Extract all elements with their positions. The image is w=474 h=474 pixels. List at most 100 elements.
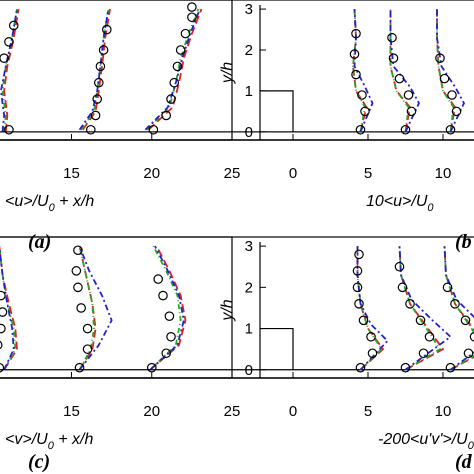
data-marker xyxy=(387,32,397,43)
profile-line-green xyxy=(146,8,200,131)
data-marker xyxy=(400,362,411,373)
data-marker xyxy=(354,299,364,309)
data-marker xyxy=(445,362,456,373)
data-marker xyxy=(94,77,104,88)
data-marker xyxy=(158,290,168,301)
data-marker xyxy=(367,348,378,359)
data-marker xyxy=(73,245,83,256)
data-marker xyxy=(0,53,9,63)
data-marker xyxy=(164,311,175,321)
profile-line-red xyxy=(149,245,187,371)
data-marker xyxy=(74,362,85,373)
data-marker xyxy=(435,53,445,63)
data-marker xyxy=(351,69,361,80)
profile-line-blue xyxy=(356,246,389,371)
data-marker xyxy=(358,315,369,326)
x-tick-label: 25 xyxy=(224,165,241,182)
x-axis-label: <u>/U0 + x/h xyxy=(5,193,94,214)
y-tick-label: 2 xyxy=(245,42,253,59)
step-outline xyxy=(260,327,294,370)
data-marker xyxy=(180,28,191,39)
data-marker xyxy=(4,124,14,135)
data-marker xyxy=(187,2,197,12)
x-tick-label: 25 xyxy=(224,403,241,420)
x-axis-label-sub: 0 xyxy=(468,440,474,452)
data-marker xyxy=(394,73,405,84)
data-marker xyxy=(4,37,14,47)
data-marker xyxy=(351,28,361,39)
x-tick-label: 5 xyxy=(364,403,372,420)
data-marker xyxy=(366,331,376,342)
data-marker xyxy=(354,249,364,260)
profile-line-red xyxy=(147,8,203,131)
profile-line-blue xyxy=(398,246,452,371)
data-marker xyxy=(175,45,186,55)
data-marker xyxy=(172,61,183,72)
plot-frame xyxy=(0,0,474,141)
y-tick-label: 1 xyxy=(245,321,253,338)
x-axis-label-main: <u>/U xyxy=(5,193,49,210)
profile-line-blue xyxy=(0,246,15,371)
profile-line-blue xyxy=(149,245,185,371)
x-axis-label-main: 10<u>/U xyxy=(366,193,428,210)
plot-frame xyxy=(0,236,474,379)
x-tick-label: 20 xyxy=(143,165,160,182)
x-axis-label: <v>/U0 + x/h xyxy=(5,431,93,452)
y-tick-label: 2 xyxy=(245,279,253,296)
data-marker xyxy=(92,94,102,104)
x-axis-label-tail: + x/h xyxy=(54,431,94,448)
profile-line-green xyxy=(443,246,474,371)
data-marker xyxy=(0,362,5,373)
profile-line-red xyxy=(443,246,474,371)
data-marker xyxy=(82,323,93,334)
data-marker xyxy=(460,315,471,326)
profile-line-green xyxy=(149,245,182,371)
data-marker xyxy=(161,110,172,121)
x-tick-label: 5 xyxy=(364,165,372,182)
step-outline xyxy=(260,90,294,132)
data-marker xyxy=(405,299,415,309)
data-marker xyxy=(148,124,159,135)
data-marker xyxy=(166,94,176,104)
data-marker xyxy=(85,124,96,135)
profile-line-blue xyxy=(436,9,466,133)
x-tick-label: 10 xyxy=(435,165,452,182)
data-marker xyxy=(0,290,6,301)
y-axis-label: y/h xyxy=(219,62,236,84)
data-marker xyxy=(415,315,426,326)
panel-label: (c) xyxy=(28,451,50,473)
profile-line-blue xyxy=(443,246,474,371)
profile-line-blue xyxy=(78,245,113,371)
data-marker xyxy=(71,266,82,276)
data-marker xyxy=(0,307,8,317)
data-marker xyxy=(400,124,411,135)
data-marker xyxy=(469,332,474,342)
data-marker xyxy=(8,20,19,31)
data-marker xyxy=(0,323,6,334)
data-marker xyxy=(360,106,370,117)
data-marker xyxy=(146,362,157,373)
x-axis-label-sub: 0 xyxy=(427,202,434,214)
data-marker xyxy=(187,12,197,23)
data-marker xyxy=(463,348,474,359)
panel-label: (b xyxy=(455,231,472,253)
y-tick-label: 0 xyxy=(245,362,253,379)
data-marker xyxy=(418,348,429,359)
data-marker xyxy=(424,331,435,342)
data-marker xyxy=(439,73,450,84)
x-tick-label: 15 xyxy=(63,165,80,182)
data-marker xyxy=(403,90,414,100)
x-axis-label: -200<u'v'>/U0 xyxy=(378,431,474,452)
data-marker xyxy=(161,348,172,359)
data-marker xyxy=(95,61,106,72)
x-axis-label-sub: 0 xyxy=(49,202,56,214)
data-marker xyxy=(394,261,405,272)
profile-line-red xyxy=(352,9,368,133)
data-marker xyxy=(442,282,453,293)
x-tick-label: 15 xyxy=(63,403,80,420)
data-marker xyxy=(73,282,83,293)
data-marker xyxy=(166,331,176,342)
